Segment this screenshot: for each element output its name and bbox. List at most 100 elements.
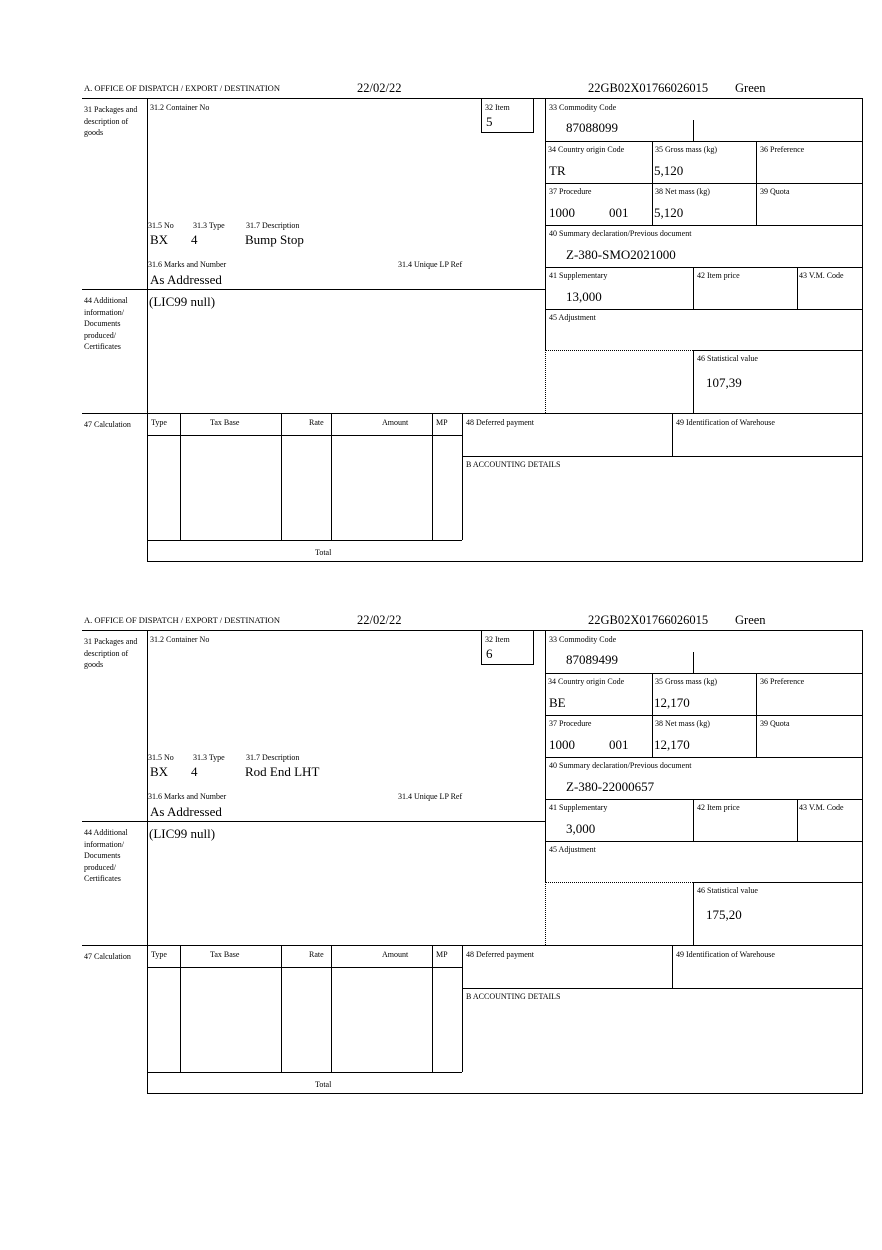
calc-tax-base-header: Tax Base — [210, 418, 240, 427]
form-rule — [462, 413, 463, 540]
quota-label: 39 Quota — [760, 187, 790, 196]
country-origin: BE — [549, 695, 566, 710]
procedure-suffix: 001 — [609, 205, 629, 220]
marks-value: As Addressed — [150, 804, 222, 819]
form-rule — [652, 673, 653, 757]
form-rule — [82, 821, 546, 822]
description-label: 31.7 Description — [246, 753, 300, 762]
form-rule — [82, 413, 863, 414]
marks-value: As Addressed — [150, 272, 222, 287]
calc-type-header: Type — [151, 950, 167, 959]
form-rule — [545, 98, 546, 350]
item-block-2: A. OFFICE OF DISPATCH / EXPORT / DESTINA… — [0, 532, 882, 1094]
net-mass-label: 38 Net mass (kg) — [655, 719, 710, 728]
additional-info: (LIC99 null) — [149, 826, 216, 841]
supplementary-label: 41 Supplementary — [549, 271, 608, 280]
box31-label: 31 Packages and description of goods — [84, 105, 138, 138]
form-rule — [432, 945, 433, 1072]
package-type-label: 31.3 Type — [193, 753, 225, 762]
quota-label: 39 Quota — [760, 719, 790, 728]
deferred-payment-label: 48 Deferred payment — [466, 418, 534, 427]
form-rule — [432, 413, 433, 540]
deferred-payment-label: 48 Deferred payment — [466, 950, 534, 959]
supplementary-units: 3,000 — [566, 821, 596, 836]
form-rule — [147, 561, 863, 562]
procedure-label: 37 Procedure — [549, 187, 592, 196]
form-rule — [147, 1093, 863, 1094]
net-mass: 12,170 — [654, 737, 690, 752]
form-rule — [545, 673, 862, 674]
office-header: A. OFFICE OF DISPATCH / EXPORT / DESTINA… — [84, 615, 280, 625]
box47-label: 47 Calculation — [84, 420, 131, 429]
form-rule — [82, 945, 863, 946]
form-rule — [481, 664, 534, 665]
declaration-date: 22/02/22 — [357, 81, 402, 95]
commodity-code: 87089499 — [566, 652, 618, 667]
form-rule — [797, 267, 798, 309]
box31-label: 31 Packages and description of goods — [84, 637, 138, 670]
form-rule — [147, 630, 148, 1094]
gross-mass-label: 35 Gross mass (kg) — [655, 145, 717, 154]
form-rule — [545, 841, 862, 842]
warehouse-id-label: 49 Identification of Warehouse — [676, 418, 775, 427]
form-rule — [180, 413, 181, 540]
procedure-label: 37 Procedure — [549, 719, 592, 728]
item-block-1: A. OFFICE OF DISPATCH / EXPORT / DESTINA… — [0, 0, 882, 562]
form-rule — [652, 141, 653, 225]
calc-amount-header: Amount — [382, 418, 409, 427]
form-rule — [545, 882, 693, 883]
supplementary-units: 13,000 — [566, 289, 602, 304]
commodity-code-label: 33 Commodity Code — [549, 103, 617, 112]
declaration-reference: 22GB02X01766026015 — [588, 81, 709, 95]
package-kind: BX — [150, 232, 169, 247]
additional-info: (LIC99 null) — [149, 294, 216, 309]
declaration-reference: 22GB02X01766026015 — [588, 613, 709, 627]
form-rule — [756, 141, 757, 225]
form-rule — [147, 1072, 462, 1073]
form-rule — [462, 456, 862, 457]
form-rule — [533, 630, 534, 664]
gross-mass: 12,170 — [654, 695, 690, 710]
form-rule — [82, 98, 863, 99]
commodity-code: 87088099 — [566, 120, 618, 135]
container-no-label: 31.2 Container No — [150, 103, 210, 112]
warehouse-id-label: 49 Identification of Warehouse — [676, 950, 775, 959]
container-no-label: 31.2 Container No — [150, 635, 210, 644]
form-rule — [331, 945, 332, 1072]
form-rule — [756, 673, 757, 757]
marks-label: 31.6 Marks and Number — [148, 792, 227, 801]
form-rule — [545, 183, 862, 184]
net-mass: 5,120 — [654, 205, 684, 220]
statistical-value-label: 46 Statistical value — [697, 354, 758, 363]
form-rule — [545, 630, 546, 882]
country-origin: TR — [549, 163, 566, 178]
calc-total-label: Total — [315, 548, 332, 557]
form-rule — [545, 350, 693, 351]
item-price-label: 42 Item price — [697, 271, 740, 280]
vm-code-label: 43 V.M. Code — [799, 803, 844, 812]
form-rule — [545, 715, 862, 716]
calc-rate-header: Rate — [309, 950, 324, 959]
form-rule — [545, 141, 862, 142]
procedure-code: 1000 — [549, 737, 575, 752]
marks-label: 31.6 Marks and Number — [148, 260, 227, 269]
form-rule — [147, 967, 462, 968]
package-type-label: 31.3 Type — [193, 221, 225, 230]
statistical-value: 175,20 — [706, 907, 742, 922]
form-rule — [147, 98, 148, 562]
form-rule — [693, 120, 694, 141]
form-rule — [545, 267, 862, 268]
calc-type-header: Type — [151, 418, 167, 427]
country-origin-label: 34 Country origin Code — [548, 677, 625, 686]
form-rule — [180, 945, 181, 1072]
adjustment-label: 45 Adjustment — [549, 313, 596, 322]
form-rule — [693, 350, 862, 351]
item-number: 5 — [486, 114, 493, 129]
form-rule — [545, 309, 862, 310]
item-number: 6 — [486, 646, 493, 661]
form-rule — [462, 988, 862, 989]
commodity-code-label: 33 Commodity Code — [549, 635, 617, 644]
item-label: 32 Item — [485, 103, 510, 112]
box44-label: 44 Additional information/ Documents pro… — [84, 296, 128, 352]
